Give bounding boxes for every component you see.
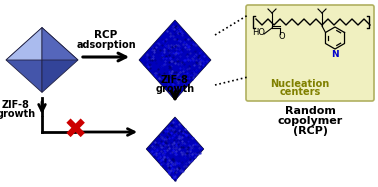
Text: ZIF-8: ZIF-8	[161, 75, 189, 85]
Text: growth: growth	[155, 84, 195, 94]
Text: ZIF-8: ZIF-8	[2, 100, 30, 110]
FancyBboxPatch shape	[246, 5, 374, 101]
Text: ✖: ✖	[64, 116, 87, 144]
Polygon shape	[42, 28, 78, 92]
Text: RCP: RCP	[94, 30, 118, 40]
Text: HO: HO	[253, 27, 265, 36]
Text: growth: growth	[0, 109, 36, 119]
Text: Random: Random	[285, 106, 335, 116]
Text: N: N	[331, 50, 339, 59]
Polygon shape	[42, 28, 78, 60]
Text: centers: centers	[279, 87, 321, 97]
Polygon shape	[146, 117, 204, 181]
Text: O: O	[279, 31, 285, 41]
Text: adsorption: adsorption	[76, 40, 136, 50]
Polygon shape	[139, 20, 211, 100]
Text: (RCP): (RCP)	[293, 126, 327, 136]
Text: Nucleation: Nucleation	[270, 79, 330, 89]
Polygon shape	[6, 28, 42, 92]
Text: copolymer: copolymer	[277, 116, 342, 126]
Polygon shape	[6, 28, 42, 60]
